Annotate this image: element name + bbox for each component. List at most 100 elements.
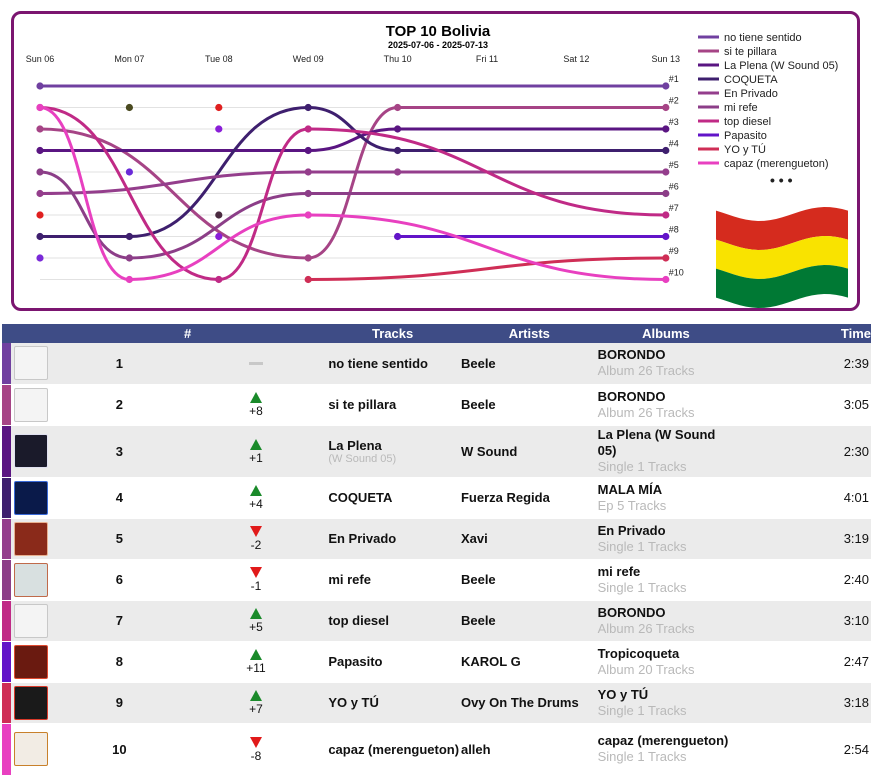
- album-title[interactable]: YO y TÚ: [597, 686, 649, 702]
- table-row[interactable]: 3 +1 La Plena (W Sound 05) W Sound La Plena (…: [2, 425, 871, 477]
- track-title[interactable]: La Plena: [328, 437, 382, 453]
- track-cell[interactable]: si te pillara: [324, 384, 461, 425]
- rank-change: -1: [187, 559, 325, 600]
- track-title[interactable]: top diesel: [328, 613, 389, 628]
- track-title[interactable]: capaz (merengueton): [328, 741, 460, 757]
- table-row[interactable]: 7 +5 top diesel Beele BORONDO Album 26 Tracks…: [2, 600, 871, 641]
- artist-name[interactable]: Xavi: [460, 518, 598, 559]
- rank-change-value: -1: [250, 579, 262, 593]
- album-title[interactable]: capaz (merengueton): [597, 733, 729, 748]
- series-point: [36, 146, 44, 155]
- album-cell[interactable]: YO y TÚ Single 1 Tracks: [597, 682, 735, 723]
- track-title[interactable]: COQUETA: [328, 490, 393, 505]
- album-cell[interactable]: mi refe Single 1 Tracks: [597, 559, 735, 600]
- series-point: [125, 254, 133, 262]
- track-title[interactable]: mi refe: [328, 572, 371, 587]
- album-cell[interactable]: La Plena (W Sound 05) Single 1 Tracks: [597, 425, 735, 477]
- album-title[interactable]: BORONDO: [597, 604, 666, 620]
- table-row[interactable]: 8 +11 Papasito KAROL G Tropicoqueta Album 20 …: [2, 641, 871, 682]
- chart-grid: #1 #2 #3 #4 #5 #6 #7 #8 #9 #10 Sun 06 Mon 07 Tue 08 W…: [26, 54, 684, 280]
- track-cell[interactable]: top diesel: [324, 600, 461, 641]
- album-cell[interactable]: MALA MÍA Ep 5 Tracks: [597, 477, 735, 518]
- track-cell[interactable]: Papasito: [324, 641, 461, 682]
- album-info: Ep 5 Tracks: [597, 497, 667, 513]
- rank-up-icon: [249, 649, 262, 660]
- artist-name[interactable]: Fuerza Regida: [460, 477, 598, 518]
- row-color-stripe: [2, 477, 11, 518]
- header-cover: [11, 324, 51, 343]
- track-title[interactable]: YO y TÚ: [328, 695, 379, 710]
- track-cell[interactable]: capaz (merengueton): [324, 723, 461, 775]
- album-cell[interactable]: Tropicoqueta Album 20 Tracks: [597, 641, 735, 682]
- series-point: [304, 103, 312, 112]
- album-cell[interactable]: BORONDO Album 26 Tracks: [597, 384, 735, 425]
- series-point: [125, 232, 133, 241]
- rank-number: 1: [51, 343, 188, 384]
- series-point: [394, 232, 402, 241]
- day-label: Sat 12: [563, 54, 589, 64]
- album-info: Single 1 Tracks: [597, 538, 687, 554]
- rank-change: -2: [187, 518, 325, 559]
- track-cell[interactable]: En Privado: [324, 518, 461, 559]
- album-cell[interactable]: BORONDO Album 26 Tracks: [597, 343, 735, 384]
- table-row[interactable]: 10 -8 capaz (merengueton) alleh capaz (meren…: [2, 723, 871, 775]
- track-duration: 2:39: [734, 343, 871, 384]
- artist-name[interactable]: Ovy On The Drums: [460, 682, 598, 723]
- album-info: Album 20 Tracks: [597, 661, 695, 677]
- track-cell[interactable]: La Plena (W Sound 05): [324, 425, 461, 477]
- album-title[interactable]: Tropicoqueta: [597, 645, 680, 661]
- series-point: [662, 211, 670, 219]
- series-point: [304, 275, 312, 284]
- track-cell[interactable]: no tiene sentido: [324, 343, 461, 384]
- series-point: [36, 103, 44, 112]
- artist-name[interactable]: Beele: [460, 343, 598, 384]
- table-row[interactable]: 6 -1 mi refe Beele mi refe Single 1 Tracks 2:4…: [2, 559, 871, 600]
- track-title[interactable]: En Privado: [328, 531, 397, 546]
- album-cell[interactable]: BORONDO Album 26 Tracks: [597, 600, 735, 641]
- album-title[interactable]: BORONDO: [597, 388, 666, 404]
- day-label: Wed 09: [293, 54, 324, 64]
- album-title[interactable]: La Plena (W Sound 05): [597, 427, 716, 458]
- track-cell[interactable]: COQUETA: [324, 477, 461, 518]
- album-title[interactable]: mi refe: [597, 563, 641, 579]
- rank-change-value: +5: [249, 620, 263, 634]
- rank-number: 4: [51, 477, 188, 518]
- table-row[interactable]: 2 +8 si te pillara Beele BORONDO Album 26 Tra…: [2, 384, 871, 425]
- album-title[interactable]: MALA MÍA: [597, 481, 663, 497]
- rank-change-value: +11: [246, 661, 266, 675]
- rank-up-icon: [249, 485, 262, 496]
- row-color-stripe: [2, 641, 11, 682]
- series-point: [662, 103, 670, 112]
- album-info: Single 1 Tracks: [597, 579, 687, 595]
- table-row[interactable]: 4 +4 COQUETA Fuerza Regida MALA MÍA Ep 5 Trac…: [2, 477, 871, 518]
- rank-up-icon: [249, 392, 262, 403]
- table-row[interactable]: 5 -2 En Privado Xavi En Privado Single 1 Trac…: [2, 518, 871, 559]
- track-title[interactable]: no tiene sentido: [328, 355, 428, 371]
- legend-more-indicator: • • •: [770, 172, 793, 188]
- row-color-stripe: [2, 518, 11, 559]
- table-row[interactable]: 1 no tiene sentido Beele BORONDO Album 26 Tr…: [2, 343, 871, 384]
- artist-name[interactable]: Beele: [460, 600, 598, 641]
- series-point: [304, 168, 312, 176]
- series-point: [662, 232, 670, 241]
- rank-same-icon: [248, 361, 263, 365]
- album-cell[interactable]: capaz (merengueton) Single 1 Tracks: [597, 723, 735, 775]
- header-number: #: [184, 326, 192, 341]
- album-cell[interactable]: En Privado Single 1 Tracks: [597, 518, 735, 559]
- flag-stripe: [716, 207, 848, 250]
- album-title[interactable]: En Privado: [597, 522, 666, 538]
- track-cell[interactable]: YO y TÚ: [324, 682, 461, 723]
- artist-name[interactable]: Beele: [460, 384, 598, 425]
- track-title[interactable]: si te pillara: [328, 397, 397, 412]
- header-tracks: Tracks: [372, 326, 414, 341]
- series-point: [394, 103, 402, 112]
- artist-name[interactable]: Beele: [460, 559, 598, 600]
- artist-name[interactable]: KAROL G: [460, 641, 598, 682]
- track-title[interactable]: Papasito: [328, 654, 383, 669]
- artist-name[interactable]: alleh: [460, 723, 598, 775]
- album-title[interactable]: BORONDO: [597, 347, 666, 363]
- chart-points: [36, 82, 670, 284]
- track-cell[interactable]: mi refe: [324, 559, 461, 600]
- artist-name[interactable]: W Sound: [460, 425, 598, 477]
- table-row[interactable]: 9 +7 YO y TÚ Ovy On The Drums YO y TÚ Single …: [2, 682, 871, 723]
